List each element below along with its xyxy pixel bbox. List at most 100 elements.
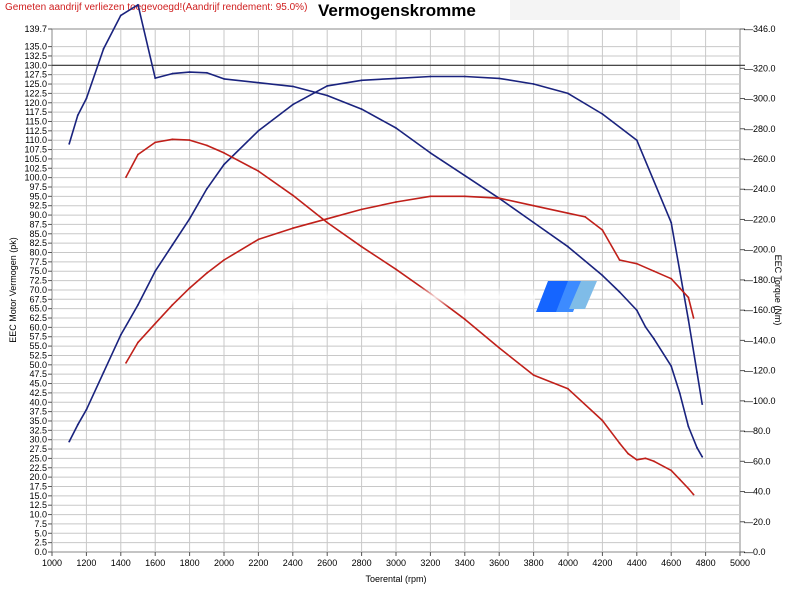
power-data-point: [498, 197, 501, 200]
y2-tick-label: —80.0: [744, 426, 771, 436]
y2-tick-label: —20.0: [744, 517, 771, 527]
power-series-line: [125, 195, 695, 364]
power-data-point: [188, 217, 191, 220]
y-tick-label: 117.5: [25, 107, 47, 117]
x-tick-label: 1200: [76, 558, 96, 568]
y-tick-label: 52.5: [29, 350, 47, 360]
y2-tick-label: —0.0: [744, 547, 766, 557]
y2-tick-label: —346.0: [744, 24, 776, 34]
power-data-point: [137, 304, 139, 306]
torque-data-point: [463, 318, 466, 321]
y-tick-label: 105.0: [24, 154, 47, 164]
torque-data-point: [696, 446, 698, 449]
power-data-point: [678, 270, 681, 273]
power-data-point: [223, 163, 225, 166]
torque-data-point: [635, 458, 638, 461]
power-data-point: [326, 217, 329, 220]
power-data-point: [532, 204, 535, 207]
torque-data-point: [653, 460, 655, 463]
power-data-point: [125, 362, 127, 364]
y-tick-label: 32.5: [29, 425, 47, 435]
power-data-point: [635, 139, 638, 142]
x-tick-label: 3800: [524, 558, 544, 568]
torque-data-point: [291, 194, 294, 197]
torque-data-point: [125, 176, 127, 179]
y2-tick-label: —140.0: [744, 335, 776, 345]
power-data-point: [532, 83, 535, 85]
power-data-point: [171, 304, 174, 306]
title-box-decoration: [510, 0, 680, 20]
y2-axis-label: EEC Torque (Nm): [773, 255, 783, 326]
torque-data-point: [678, 392, 681, 395]
power-series-line: [68, 75, 703, 442]
power-data-point: [567, 92, 569, 95]
y2-tick-label: —280.0: [744, 124, 776, 134]
chart-title: Vermogenskromme: [318, 1, 476, 20]
y2-tick-label: —160.0: [744, 305, 776, 315]
x-tick-label: 2000: [214, 558, 234, 568]
y-tick-label: 127.5: [24, 70, 47, 80]
power-data-point: [137, 341, 139, 344]
power-data-point: [257, 129, 260, 132]
y2-tick-label: —220.0: [744, 214, 776, 224]
y-tick-label: 65.0: [29, 304, 47, 314]
power-data-point: [670, 277, 673, 280]
series-layer: [68, 3, 704, 496]
x-tick-label: 2400: [283, 558, 303, 568]
x-tick-label: 2800: [352, 558, 372, 568]
x-tick-label: 5000: [730, 558, 750, 568]
logo-mark: [536, 281, 597, 312]
torque-data-point: [670, 469, 673, 472]
torque-data-point: [670, 365, 673, 367]
x-tick-label: 1600: [145, 558, 165, 568]
power-data-point: [326, 85, 329, 87]
y-tick-label: 0.0: [34, 547, 47, 557]
torque-data-point: [601, 274, 604, 277]
y-tick-label: 90.0: [29, 210, 47, 220]
y2-tick-label: —120.0: [744, 366, 776, 376]
torque-data-point: [395, 127, 397, 129]
x-tick-label: 4600: [661, 558, 681, 568]
y-tick-label: 92.5: [29, 201, 47, 211]
power-data-point: [670, 221, 673, 224]
power-data-point: [68, 440, 71, 443]
y-tick-label: 122.5: [24, 88, 47, 98]
torque-data-point: [223, 78, 225, 80]
power-data-point: [395, 201, 397, 203]
y-tick-label: 125.0: [24, 79, 47, 89]
y-tick-label: 87.5: [29, 219, 47, 229]
power-data-point: [618, 259, 621, 261]
torque-data-point: [567, 387, 569, 390]
y2-tick-label: —180.0: [744, 275, 776, 285]
torque-data-point: [701, 455, 704, 458]
y-tick-label: 45.0: [29, 379, 47, 389]
torque-data-point: [395, 268, 397, 271]
x-tick-label: 1000: [42, 558, 62, 568]
y2-tick-label: —60.0: [744, 456, 771, 466]
power-data-point: [463, 75, 466, 78]
power-data-point: [360, 79, 363, 82]
torque-data-point: [635, 309, 638, 312]
torque-data-point: [205, 144, 208, 147]
y-tick-label: 67.5: [29, 294, 47, 304]
x-axis-label: Toerental (rpm): [365, 574, 426, 584]
torque-data-point: [360, 108, 363, 110]
torque-data-point: [618, 291, 621, 293]
torque-data-point: [687, 487, 690, 490]
y-tick-label: 85.0: [29, 229, 47, 239]
x-tick-label: 4400: [627, 558, 647, 568]
left-axis-ticks: 0.02.55.07.510.012.515.017.520.022.525.0…: [24, 24, 52, 557]
power-data-point: [429, 195, 432, 198]
x-tick-label: 2200: [248, 558, 268, 568]
torque-data-point: [567, 245, 569, 248]
power-data-point: [653, 270, 655, 273]
torque-data-point: [653, 338, 655, 340]
torque-data-point: [188, 71, 191, 73]
y-tick-label: 35.0: [29, 416, 47, 426]
y-axis-label: EEC Motor Vermogen (pk): [8, 237, 18, 343]
torque-data-point: [532, 221, 535, 224]
x-tick-label: 1800: [180, 558, 200, 568]
torque-data-point: [137, 153, 139, 156]
torque-data-point: [137, 3, 139, 6]
y-tick-label: 27.5: [29, 444, 47, 454]
